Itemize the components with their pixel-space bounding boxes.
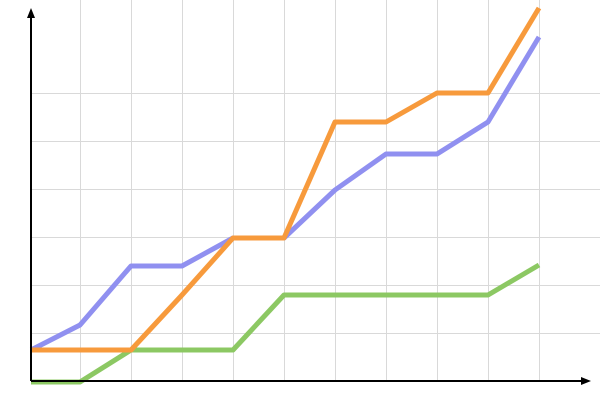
- x-axis-arrow-icon: [581, 377, 591, 385]
- series-line-green: [31, 262, 541, 385]
- y-axis-arrow-icon: [27, 8, 35, 18]
- series-line-orange: [31, 6, 542, 353]
- series-group: [29, 6, 542, 385]
- grid-vertical: [80, 0, 540, 381]
- axes: [27, 8, 591, 385]
